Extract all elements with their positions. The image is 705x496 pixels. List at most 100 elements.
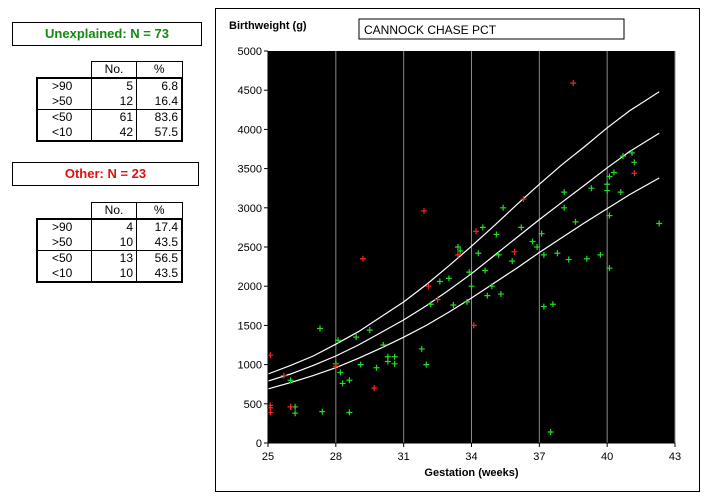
x-tick-label: 40 [601,451,613,463]
data-point [509,258,516,265]
data-point [421,207,428,214]
centile-curves [267,91,660,390]
data-point [423,361,430,368]
birthweight-chart: 0 500 1000 1500 2000 2500 3000 3500 4000 4500 5000… [229,18,682,479]
axis-ticks: 0 500 1000 1500 2000 2500 3000 3500 4000 4500 5000… [238,46,682,463]
x-tick-label: 28 [330,451,342,463]
data-point [511,248,518,255]
data-point [534,244,541,250]
data-point [292,410,299,417]
data-point [391,353,398,360]
unexplained-title: Unexplained: N = 73 [12,22,202,46]
other-title: Other: N = 23 [12,162,199,186]
data-point [488,283,495,290]
row-percent: 57.5 [136,125,183,142]
y-tick-label: 2000 [238,281,262,293]
data-point [287,403,294,410]
data-point [473,228,480,235]
data-point [604,187,611,194]
row-count: 12 [91,94,137,110]
chart-title-box [358,18,625,40]
header-pct: % [136,61,183,78]
data-point [373,364,380,371]
data-point [561,189,568,196]
row-count: 10 [91,235,137,251]
row-percent: 6.8 [136,77,183,94]
data-point [549,301,556,308]
data-point [606,173,613,180]
y-tick-label: 1000 [238,360,262,372]
data-point [604,181,611,188]
y-tick-label: 1500 [238,320,262,332]
row-count: 13 [91,250,137,266]
row-percent: 17.4 [136,218,183,235]
data-point [332,363,339,370]
y-tick-label: 3000 [238,203,262,215]
data-point [287,377,294,384]
data-point [434,296,441,303]
data-point [588,185,595,192]
data-point [479,224,486,231]
data-point [463,298,470,305]
y-tick-label: 2500 [238,242,262,254]
chart-frame: 0 500 1000 1500 2000 2500 3000 3500 4000 4500 5000… [215,8,700,492]
data-point [353,334,360,341]
data-point [380,342,387,348]
data-point [554,250,561,257]
data-point [357,361,364,368]
header-pct: % [136,202,183,219]
row-label: >90 [36,77,92,94]
data-point [610,169,617,176]
data-point [540,303,547,310]
row-count: 4 [91,218,137,235]
data-point [384,358,391,365]
data-point [583,255,590,262]
row-label: >50 [36,94,92,110]
data-point [570,80,577,87]
data-point [617,189,624,196]
data-point [540,251,547,258]
data-point [427,301,434,308]
row-count: 10 [91,266,137,283]
header-no: No. [91,202,137,219]
row-percent: 43.5 [136,235,183,251]
row-percent: 16.4 [136,94,183,110]
x-tick-label: 25 [262,451,274,463]
data-point [450,302,457,309]
chart-title: CANNOCK CHASE PCT [364,23,497,37]
data-point [495,251,502,258]
row-label: <10 [36,125,92,142]
table-header-row: No. % [37,61,183,78]
data-points [267,80,663,436]
data-point [572,218,579,225]
y-tick-label: 0 [256,438,262,450]
data-point [317,325,324,332]
data-point [631,170,638,177]
data-point [280,372,287,379]
data-point [629,149,636,156]
centile-curve [267,132,660,382]
x-tick-label: 31 [398,451,410,463]
row-label: >90 [36,218,92,235]
row-count: 61 [91,109,137,125]
data-point [468,283,475,290]
table-header-row: No. % [37,202,183,219]
data-point [335,337,342,344]
data-point [493,231,500,238]
row-percent: 56.5 [136,250,183,266]
table-row: >90 4 17.4 [36,218,183,235]
row-label: <50 [36,109,92,125]
x-axis-label: Gestation (weeks) [424,467,518,479]
data-point [520,196,527,203]
centile-curve [267,177,660,390]
data-point [436,278,443,285]
data-point [619,153,626,160]
data-point [497,291,504,298]
data-point [418,345,425,352]
data-point [518,224,525,231]
data-point [346,409,353,416]
y-tick-label: 3500 [238,164,262,176]
data-point [425,283,432,290]
header-no: No. [91,61,137,78]
x-tick-label: 34 [465,451,477,463]
